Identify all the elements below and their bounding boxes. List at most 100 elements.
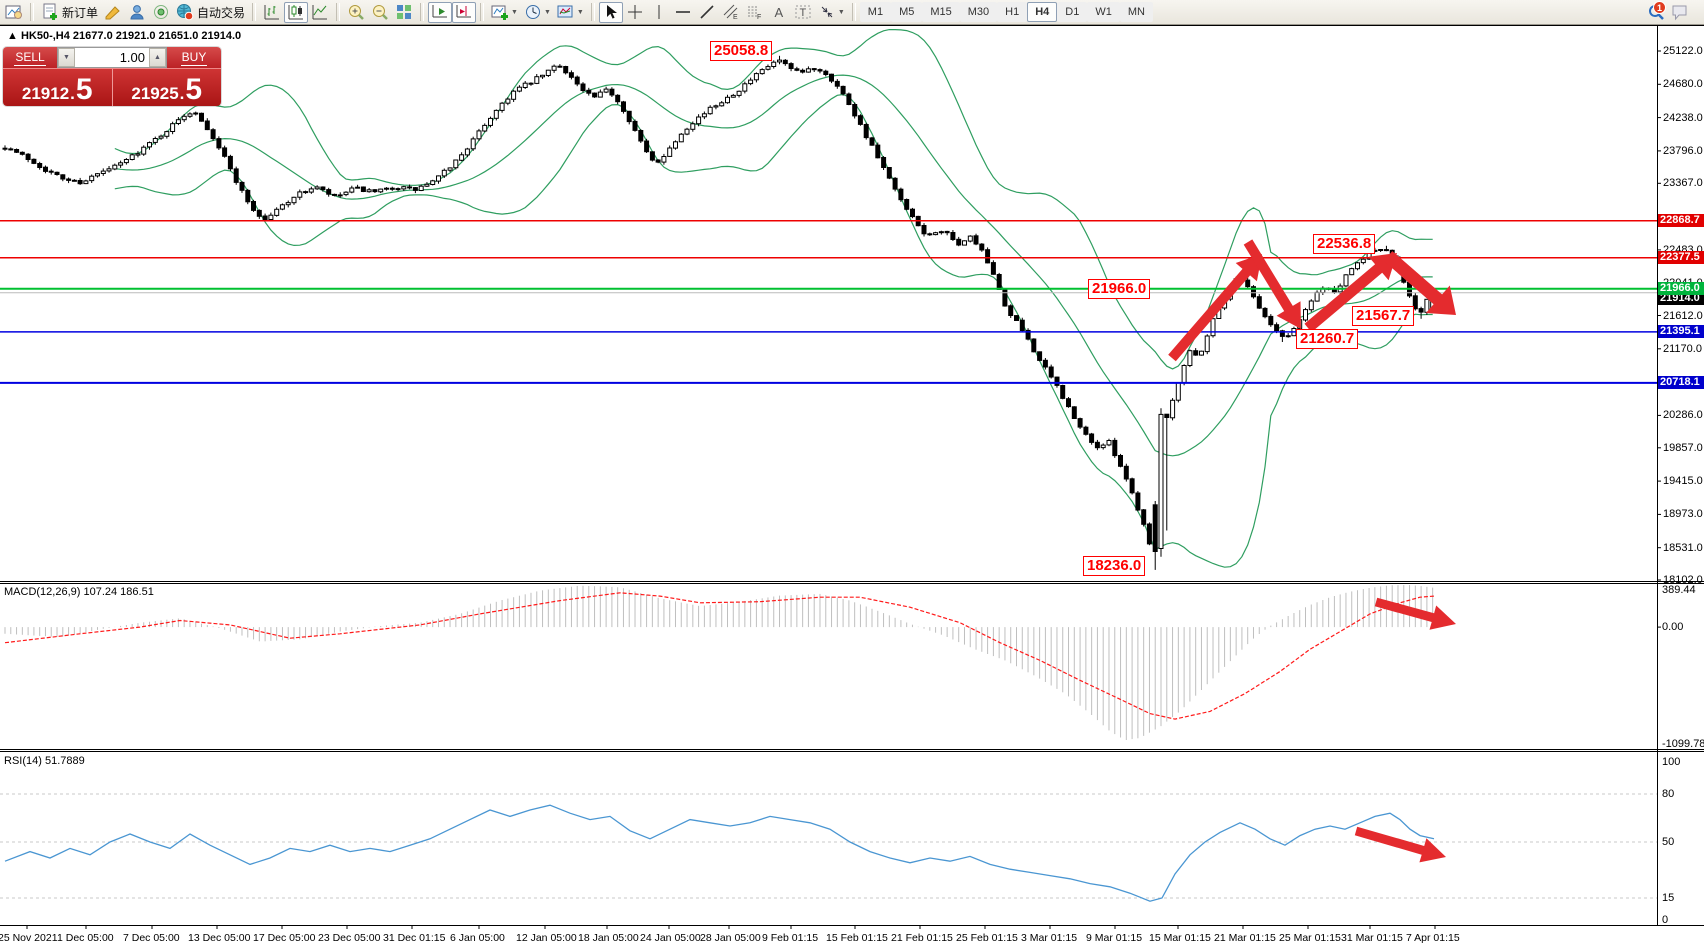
timeframe-W1[interactable]: W1 xyxy=(1087,2,1120,22)
volume-value[interactable]: 1.00 xyxy=(119,50,145,65)
time-axis-label: 15 Feb 01:15 xyxy=(826,932,888,944)
trend-arrows[interactable] xyxy=(1168,239,1456,863)
text-label-icon: T xyxy=(794,3,812,21)
sell-button[interactable]: SELL xyxy=(3,47,57,68)
text-label-tool-button[interactable]: T xyxy=(791,2,815,23)
candlestick-chart-button[interactable] xyxy=(284,1,309,23)
rsi-axis-label: 100 xyxy=(1662,756,1681,768)
chart-shift-button[interactable] xyxy=(452,1,477,23)
time-axis-label: 6 Jan 05:00 xyxy=(450,932,505,944)
text-tool-button[interactable]: A xyxy=(767,2,791,23)
svg-text:F: F xyxy=(757,14,761,21)
new-chart-icon xyxy=(491,3,509,21)
zoom-in-icon xyxy=(347,3,365,21)
vertical-line-tool-button[interactable] xyxy=(647,2,671,23)
period-button[interactable]: ▼ xyxy=(521,2,554,23)
timeframe-H1[interactable]: H1 xyxy=(997,2,1028,22)
price-tick-label: 19857.0 xyxy=(1663,442,1703,454)
chart-area[interactable] xyxy=(0,25,1704,949)
bar-chart-icon xyxy=(263,3,281,21)
dropdown-arrow-icon: ▼ xyxy=(576,8,584,16)
profile-icon xyxy=(128,3,146,21)
horizontal-lines[interactable] xyxy=(0,220,1657,384)
time-axis-label: 15 Mar 01:15 xyxy=(1149,932,1211,944)
price-annotation[interactable]: 21567.7 xyxy=(1352,306,1415,326)
timeframe-M1[interactable]: M1 xyxy=(859,2,892,22)
zoom-in-button[interactable] xyxy=(344,2,368,23)
bollinger-bands xyxy=(114,29,1433,568)
horizontal-line-icon xyxy=(674,3,692,21)
one-click-trading-panel: SELL ▼ 1.00 ▲ BUY 21912. 5 21925. 5 xyxy=(3,47,221,106)
price-annotation[interactable]: 21260.7 xyxy=(1296,329,1359,349)
time-axis-label: 17 Dec 05:00 xyxy=(253,932,316,944)
price-annotation[interactable]: 18236.0 xyxy=(1083,556,1146,576)
toolbar: 新订单 自动交易 xyxy=(0,0,1704,25)
price-badge: 21395.1 xyxy=(1658,325,1704,338)
timeframe-M30[interactable]: M30 xyxy=(959,2,998,22)
equidistant-channel-tool-button[interactable]: E xyxy=(719,2,743,23)
horizontal-line-tool-button[interactable] xyxy=(671,2,695,23)
time-axis-label: 18 Jan 05:00 xyxy=(578,932,639,944)
templates-button[interactable]: ▼ xyxy=(554,2,587,23)
time-axis-label: 31 Dec 01:15 xyxy=(383,932,446,944)
price-tick-label: 23367.0 xyxy=(1663,177,1703,189)
new-order-button[interactable]: 新订单 xyxy=(38,2,101,23)
line-chart-icon xyxy=(311,3,329,21)
macd-axis-label: 389.44 xyxy=(1662,584,1696,596)
collapse-icon[interactable]: ▲ xyxy=(7,30,18,42)
svg-text:E: E xyxy=(733,14,738,21)
zoom-out-button[interactable] xyxy=(368,2,392,23)
new-order-label: 新订单 xyxy=(62,5,99,20)
chart-shift-icon xyxy=(455,3,473,21)
timeframe-D1[interactable]: D1 xyxy=(1057,2,1088,22)
timeframe-M15[interactable]: M15 xyxy=(922,2,960,22)
crayon-button[interactable] xyxy=(101,2,125,23)
price-annotation[interactable]: 22536.8 xyxy=(1313,234,1376,254)
timeframe-MN[interactable]: MN xyxy=(1119,2,1153,22)
rsi-axis-label: 50 xyxy=(1662,836,1675,848)
text-icon: A xyxy=(770,3,788,21)
bar-chart-button[interactable] xyxy=(260,2,284,23)
tile-windows-button[interactable] xyxy=(392,2,416,23)
macd-axis-label: 0.00 xyxy=(1662,621,1684,633)
sell-price[interactable]: 21912. 5 xyxy=(3,69,113,106)
trendline-tool-button[interactable] xyxy=(695,2,719,23)
price-annotation[interactable]: 21966.0 xyxy=(1088,279,1151,299)
profile-button[interactable] xyxy=(125,2,149,23)
time-axis-label: 12 Jan 05:00 xyxy=(516,932,577,944)
buy-price[interactable]: 21925. 5 xyxy=(112,69,221,106)
separator xyxy=(480,3,485,21)
crosshair-tool-button[interactable] xyxy=(623,2,647,23)
dropdown-arrow-icon: ▼ xyxy=(543,8,551,16)
time-axis-label: 25 Nov 2021 xyxy=(0,932,58,944)
cursor-icon xyxy=(602,3,620,21)
time-axis-label: 9 Mar 01:15 xyxy=(1086,932,1143,944)
price-badge: 21966.0 xyxy=(1658,282,1704,295)
time-axis-label: 25 Feb 01:15 xyxy=(956,932,1018,944)
timeframe-H4[interactable]: H4 xyxy=(1027,2,1058,22)
chat-icon xyxy=(1671,3,1691,21)
chart-symbol: HK50-,H4 xyxy=(20,30,70,42)
new-chart-window-button[interactable] xyxy=(2,2,26,23)
price-annotation[interactable]: 25058.8 xyxy=(710,41,773,61)
webcast-button[interactable] xyxy=(149,2,173,23)
line-chart-button[interactable] xyxy=(308,2,332,23)
arrows-tool-button[interactable]: ▼ xyxy=(815,2,848,23)
autotrade-button[interactable]: 自动交易 xyxy=(173,2,248,23)
price-tick-label: 18102.0 xyxy=(1663,574,1703,586)
price-tick-label: 19415.0 xyxy=(1663,475,1703,487)
cursor-tool-button[interactable] xyxy=(598,1,623,23)
chat-button[interactable] xyxy=(1668,2,1694,23)
chart-title: ▲ HK50-,H4 21677.0 21921.0 21651.0 21914… xyxy=(7,30,241,42)
trendline-icon xyxy=(698,3,716,21)
volume-decrease-button[interactable]: ▼ xyxy=(58,48,75,67)
timeframe-M5[interactable]: M5 xyxy=(891,2,923,22)
chat-notification-badge[interactable]: 1 xyxy=(1653,1,1666,14)
separator xyxy=(252,3,257,21)
buy-button[interactable]: BUY xyxy=(167,47,221,68)
auto-scroll-button[interactable] xyxy=(428,1,453,23)
new-chart-button[interactable]: ▼ xyxy=(488,2,521,23)
time-axis-label: 25 Mar 01:15 xyxy=(1279,932,1341,944)
fibonacci-tool-button[interactable]: F xyxy=(743,2,767,23)
volume-increase-button[interactable]: ▲ xyxy=(149,48,166,67)
